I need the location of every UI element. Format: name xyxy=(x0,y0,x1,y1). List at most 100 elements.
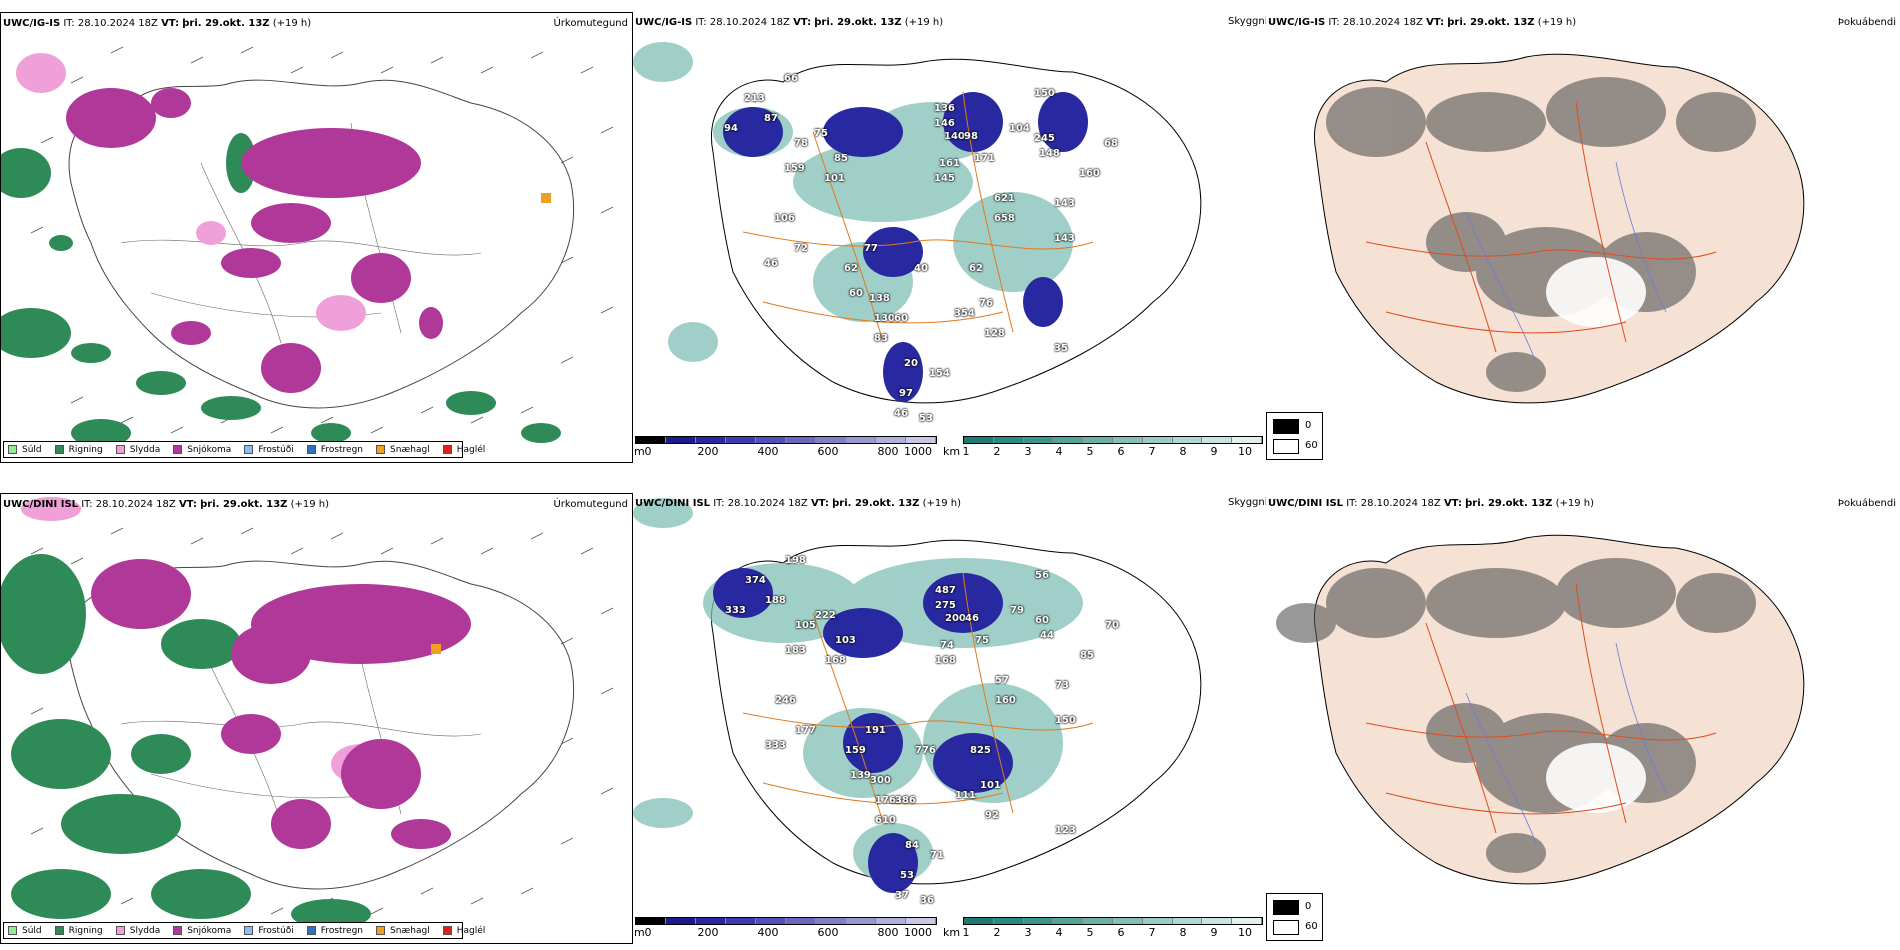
ceiling-value-label: 92 xyxy=(985,810,999,821)
ceiling-value-label: 171 xyxy=(974,153,995,164)
legend-label: Frostúði xyxy=(258,444,294,455)
height-tick: 1000 xyxy=(904,926,932,939)
visibility-title-bottom: Skyggni xyxy=(1228,497,1268,508)
model-name: UWC/DINI ISL xyxy=(3,499,79,510)
ceiling-value-label: 161 xyxy=(939,158,960,169)
model-name: UWC/DINI ISL xyxy=(635,498,711,509)
ceiling-value-label: 300 xyxy=(870,775,891,786)
ceiling-value-label: 275 xyxy=(935,600,956,611)
legend-item: Haglél xyxy=(442,444,486,455)
snow-areas-top xyxy=(66,88,443,393)
model-name: UWC/IG-IS xyxy=(1268,17,1326,28)
ceiling-value-label: 168 xyxy=(825,655,846,666)
vis-tick: 8 xyxy=(1179,926,1187,939)
ceiling-map-canvas-top xyxy=(633,42,1202,404)
it-value: 28.10.2024 18Z xyxy=(95,499,176,510)
legend-item: Súld xyxy=(8,926,42,936)
swatch xyxy=(8,445,17,454)
legend-item: Frostúði xyxy=(244,926,294,936)
ceiling-value-label: 83 xyxy=(874,333,888,344)
ceiling-value-label: 73 xyxy=(1055,680,1069,691)
ceiling-value-label: 20 xyxy=(904,358,918,369)
swatch xyxy=(244,926,254,935)
panel-header-top: UWC/IG-IS IT: 28.10.2024 18Z VT: þri. 29… xyxy=(3,18,311,29)
ceiling-value-label: 136 xyxy=(934,103,955,114)
vt-label: VT: xyxy=(793,17,812,28)
vis-tick: 10 xyxy=(1238,926,1252,939)
lead-time: (+19 h) xyxy=(1537,17,1577,28)
ceiling-value-label: 160 xyxy=(1079,168,1100,179)
panel-header-bottom-right: UWC/DINI ISL IT: 28.10.2024 18Z VT: þri.… xyxy=(1268,498,1594,509)
vt-value: þri. 29.okt. 13Z xyxy=(200,499,288,510)
vt-value: þri. 29.okt. 13Z xyxy=(182,18,270,29)
height-unit: m xyxy=(634,926,645,939)
vt-label: VT: xyxy=(161,18,180,29)
vis-tick: 5 xyxy=(1086,445,1094,458)
swatch xyxy=(173,926,183,935)
it-label: IT: xyxy=(713,498,725,509)
ceiling-value-label: 94 xyxy=(724,123,738,134)
ceiling-value-label: 610 xyxy=(875,815,896,826)
panel-header-bottom-mid: UWC/DINI ISL IT: 28.10.2024 18Z VT: þri.… xyxy=(635,498,961,509)
vis-tick: 6 xyxy=(1117,445,1125,458)
ceiling-value-label: 60 xyxy=(894,313,908,324)
it-value: 28.10.2024 18Z xyxy=(709,17,790,28)
ceiling-value-label: 160 xyxy=(995,695,1016,706)
vis-tick: 6 xyxy=(1117,926,1125,939)
ceiling-value-label: 776 xyxy=(915,745,936,756)
precip-map-canvas-top xyxy=(1,46,614,447)
ceiling-value-label: 62 xyxy=(969,263,983,274)
fog-legend-label: 0 xyxy=(1305,901,1312,912)
ceiling-value-label: 97 xyxy=(899,388,913,399)
swatch xyxy=(1273,900,1299,915)
legend-item: Frostregn xyxy=(306,926,363,936)
ceiling-value-label: 66 xyxy=(784,73,798,84)
fog-indicator-map-bottom: UWC/DINI ISL IT: 28.10.2024 18Z VT: þri.… xyxy=(1266,493,1900,944)
ceiling-value-label: 139 xyxy=(850,770,871,781)
vis-tick: 4 xyxy=(1055,445,1063,458)
height-tick: 800 xyxy=(877,926,899,939)
swatch xyxy=(54,926,64,935)
vis-tick: 3 xyxy=(1024,445,1032,458)
ceiling-value-label: 487 xyxy=(935,585,956,596)
height-color-scale-top xyxy=(635,436,937,444)
precip-type-map-bottom: UWC/DINI ISL IT: 28.10.2024 18Z VT: þri.… xyxy=(0,493,633,944)
fog-title-top: Þokuábendi xyxy=(1837,17,1896,28)
rain-areas-bottom xyxy=(1,554,371,929)
model-name: UWC/DINI ISL xyxy=(1268,498,1344,509)
fog-legend-top: 0 60 xyxy=(1266,412,1323,460)
ceiling-value-label: 143 xyxy=(1054,233,1075,244)
ceiling-value-label: 128 xyxy=(984,328,1005,339)
low-ceiling-areas-bottom xyxy=(713,568,1013,893)
fog-legend-label: 0 xyxy=(1305,420,1312,431)
fog-shading-bottom xyxy=(1276,558,1756,873)
ceiling-value-label: 213 xyxy=(744,93,765,104)
ceiling-value-label: 333 xyxy=(765,740,786,751)
ceiling-map-canvas-bottom xyxy=(633,498,1202,893)
it-value: 28.10.2024 18Z xyxy=(1360,498,1441,509)
legend-label: Súld xyxy=(22,925,42,936)
ceiling-value-label: 825 xyxy=(970,745,991,756)
ceiling-value-label: 150 xyxy=(1055,715,1076,726)
ceiling-value-label: 104 xyxy=(1009,123,1030,134)
legend-label: Slydda xyxy=(129,444,161,455)
legend-label: Haglél xyxy=(456,444,486,455)
ceiling-value-label: 74 xyxy=(940,640,954,651)
ceiling-value-label: 123 xyxy=(1055,825,1076,836)
swatch xyxy=(306,445,316,454)
ceiling-value-label: 106 xyxy=(774,213,795,224)
height-tick: 400 xyxy=(757,445,779,458)
fog-map-canvas-top xyxy=(1314,53,1805,404)
height-tick: 1000 xyxy=(904,445,932,458)
fog-legend-label: 60 xyxy=(1305,440,1318,451)
lead-time: (+19 h) xyxy=(1555,498,1595,509)
vt-label: VT: xyxy=(810,498,829,509)
vt-value: þri. 29.okt. 13Z xyxy=(832,498,920,509)
precip-type-title: Úrkomutegund xyxy=(553,18,628,29)
legend-item: Haglél xyxy=(442,926,485,936)
swatch xyxy=(54,445,64,454)
ceiling-value-label: 222 xyxy=(815,610,836,621)
height-tick: 400 xyxy=(757,926,779,939)
ceiling-value-label: 35 xyxy=(1054,343,1068,354)
vis-tick: 1 xyxy=(962,445,970,458)
